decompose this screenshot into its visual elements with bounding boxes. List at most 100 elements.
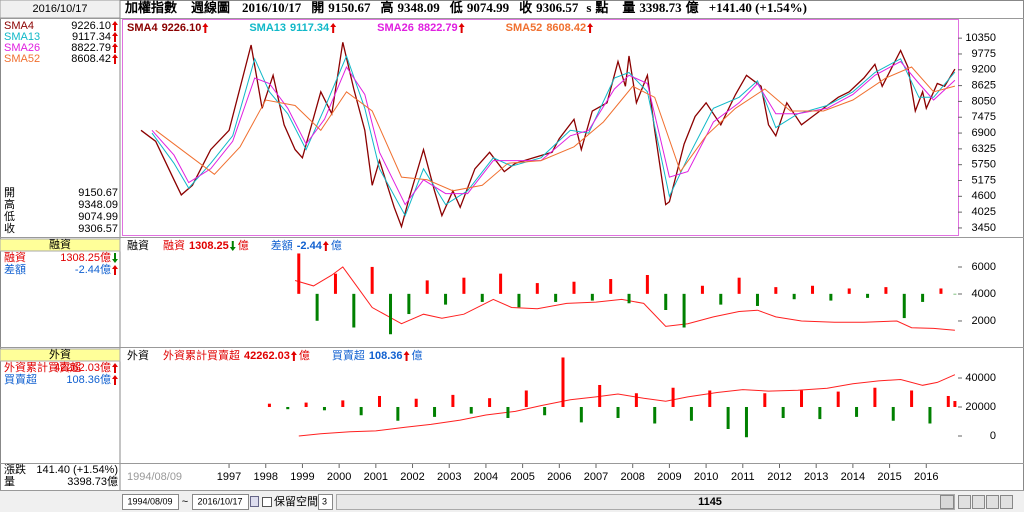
y-tick-label: 9200 [972,64,996,76]
legend-value: 42262.03 [244,350,290,362]
bar [506,406,510,418]
y-tick-label: 8050 [972,95,996,107]
header-text: 9074.99 [467,0,510,15]
series-line [294,266,955,331]
reserve-label: 保留空間 [274,494,318,508]
bar [304,402,308,407]
y-tick-label: 20000 [965,401,996,413]
sidebar-volume-value: 3398.73 [67,476,107,488]
toolbar-button[interactable] [972,495,985,509]
header-text: 量 [622,0,635,15]
bar [689,406,693,421]
end-date-input[interactable] [192,494,249,510]
bar [928,406,932,424]
bar [884,287,888,294]
bar [535,283,539,294]
price-frame [122,19,959,236]
header-text: 2016/10/17 [242,0,302,15]
legend-unit: 億 [331,239,342,252]
y-tick-label: 40000 [965,372,996,384]
bar [682,293,686,328]
y-tick-label: 3450 [972,222,996,234]
arrow-icon [322,241,329,251]
margin-header-bg [0,238,121,252]
legend-name: 融資 [163,239,185,252]
sidebar-change-label: 漲跌 [4,462,26,476]
y-tick-label: 6325 [972,143,996,155]
x-tick-label: 2004 [474,471,498,483]
sidebar-quote-value: 9348.09 [78,199,118,211]
bar [836,391,840,407]
bar [267,403,271,407]
bar [726,406,730,429]
bar [322,406,326,411]
bar [396,406,400,421]
x-tick-label: 2000 [327,471,351,483]
legend-name: SMA52 [506,22,543,34]
bar [462,277,466,294]
bar [781,406,785,418]
bar [598,384,602,407]
sidebar-sma-value: 9226.10 [71,20,111,32]
bar [700,285,704,294]
foreign-header-bg [0,348,121,362]
arrow-icon [403,351,410,361]
legend-value: -2.44 [297,240,323,252]
sidebar-series-unit: 億 [100,251,111,264]
bar [407,293,411,315]
bar [572,281,576,294]
toolbar-button[interactable] [958,495,971,509]
sidebar-series-value: 108.36 [66,374,100,386]
bar [517,293,521,308]
x-tick-label: 2011 [731,471,755,483]
y-tick-label: 5750 [972,159,996,171]
bar [664,293,668,310]
bar [921,293,925,302]
sidebar-quote-value: 9150.67 [78,187,118,199]
sidebar-quote-label: 收 [4,221,15,235]
arrow-icon [112,375,118,385]
bar [653,406,657,424]
legend-name: SMA26 [377,22,414,34]
x-tick-label: 1998 [254,471,278,483]
header-text: 高 [381,0,394,15]
toolbar-button[interactable] [1000,495,1013,509]
bar [645,275,649,294]
panel-title: 融資 [127,239,149,252]
toolbar-button[interactable] [986,495,999,509]
start-date: 1994/08/09 [127,496,172,506]
bar [737,277,741,294]
x-tick-label: 2012 [767,471,791,483]
x-tick-label: 2014 [841,471,865,483]
reserve-checkbox[interactable] [262,497,272,507]
bar [469,406,473,414]
sidebar-change-value: 141.40 (+1.54%) [36,464,118,476]
sidebar-quote-label: 開 [4,186,15,199]
start-date-input[interactable] [122,494,179,510]
header-text: 加權指數 [124,0,177,15]
sidebar-volume-unit: 億 [107,475,118,488]
bar [910,390,914,407]
legend-value: 9226.10 [162,22,202,34]
x-tick-label: 2013 [804,471,828,483]
scrollbar[interactable] [336,494,955,510]
legend-name: 買賣超 [332,348,365,362]
arrow-icon [112,32,118,42]
scroll-thumb[interactable] [940,495,954,509]
arrow-icon [202,23,209,33]
bar [755,293,759,306]
y-tick-label: 5175 [972,174,996,186]
header-text: 3398.73 [639,0,682,15]
position-label: 1145 [698,496,722,508]
reserve-spinner[interactable] [318,494,333,510]
legend-value: 8822.79 [418,22,458,34]
bar [341,400,345,407]
calendar-icon[interactable] [250,496,259,507]
legend-value: 108.36 [369,350,403,362]
sidebar-sma-name: SMA52 [4,53,40,65]
reserve-value: 3 [322,496,327,506]
bar [763,393,767,407]
date-separator: ~ [182,496,188,508]
sidebar-sma-value: 8608.42 [71,53,111,65]
bar [811,285,815,294]
